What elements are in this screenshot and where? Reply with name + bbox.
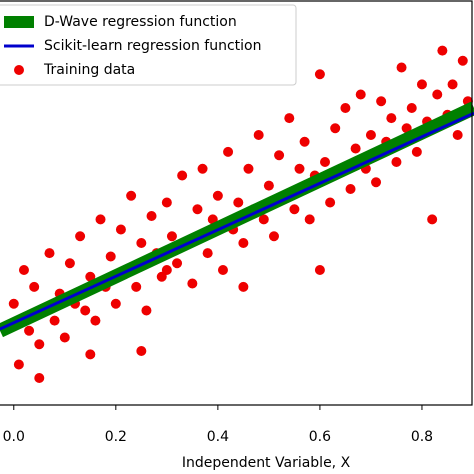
data-point — [355, 89, 366, 100]
data-point — [304, 214, 315, 225]
x-tick-label: 0.2 — [105, 429, 127, 445]
legend-label: Scikit-learn regression function — [44, 38, 262, 54]
data-point — [18, 265, 29, 275]
data-point — [238, 238, 249, 248]
data-point — [253, 130, 264, 140]
data-point — [136, 346, 147, 356]
data-point — [289, 204, 300, 215]
data-point — [110, 298, 121, 309]
data-point — [447, 79, 458, 90]
data-point — [172, 258, 183, 269]
data-point — [340, 103, 351, 113]
data-point — [330, 123, 341, 134]
data-point — [217, 265, 228, 275]
legend-label: Training data — [43, 62, 135, 78]
data-point — [59, 332, 70, 343]
x-tick-label: 0.6 — [309, 429, 331, 445]
data-point — [294, 163, 305, 174]
legend: D-Wave regression function Scikit-learn r… — [0, 4, 297, 86]
data-point — [34, 339, 45, 350]
data-point — [8, 298, 19, 309]
data-point — [29, 281, 40, 292]
data-point — [34, 373, 45, 383]
data-point — [161, 197, 172, 208]
data-point — [24, 325, 35, 336]
data-point — [406, 103, 417, 113]
data-point — [314, 265, 325, 275]
data-point — [350, 143, 361, 154]
data-point — [126, 190, 137, 201]
legend-box — [0, 4, 297, 86]
data-point — [345, 184, 356, 194]
data-point — [44, 248, 55, 259]
data-point — [427, 214, 438, 225]
data-point — [105, 251, 116, 262]
data-point — [146, 211, 157, 221]
data-point — [238, 281, 249, 292]
data-point — [85, 271, 96, 282]
data-point — [233, 197, 244, 208]
data-point — [411, 146, 422, 157]
data-point — [13, 359, 24, 370]
data-point — [161, 265, 172, 275]
data-point — [166, 231, 177, 242]
data-point — [258, 214, 269, 225]
data-point — [386, 113, 397, 124]
data-point — [365, 130, 376, 140]
plot-frame — [0, 0, 473, 406]
data-point — [85, 349, 96, 360]
data-point — [223, 146, 234, 157]
data-point — [320, 157, 331, 167]
data-point — [299, 136, 310, 147]
data-point — [432, 89, 443, 100]
data-point — [243, 163, 254, 174]
data-point — [396, 62, 407, 73]
data-point — [90, 315, 101, 326]
x-tick-label: 0.0 — [3, 429, 25, 445]
data-point — [95, 214, 106, 225]
data-point — [416, 79, 427, 90]
data-point — [187, 278, 198, 289]
data-point — [212, 190, 223, 201]
data-point — [263, 180, 274, 191]
plot-area — [0, 45, 474, 383]
data-point — [325, 197, 336, 208]
data-point — [284, 113, 295, 124]
legend-swatch — [14, 65, 24, 75]
data-point — [274, 150, 285, 161]
data-point — [64, 258, 75, 269]
data-point — [452, 130, 463, 140]
data-point — [80, 305, 91, 316]
data-point — [177, 170, 188, 181]
data-point — [268, 231, 279, 242]
data-point — [75, 231, 86, 242]
data-point — [131, 281, 142, 292]
data-point — [49, 315, 60, 326]
data-point — [202, 248, 213, 259]
data-point — [115, 224, 126, 235]
regression-line — [0, 111, 474, 331]
data-point — [197, 163, 208, 174]
data-point — [437, 45, 448, 56]
legend-label: D-Wave regression function — [44, 14, 237, 30]
data-point — [136, 238, 147, 248]
x-tick-label: 0.4 — [207, 429, 229, 445]
data-point — [314, 69, 325, 80]
data-point — [391, 157, 402, 167]
data-point — [371, 177, 382, 188]
data-point — [457, 55, 468, 66]
data-point — [192, 204, 203, 215]
x-axis-label: Independent Variable, X — [182, 455, 351, 471]
x-tick-label: 0.8 — [411, 429, 433, 445]
data-point — [376, 96, 387, 107]
data-point — [141, 305, 152, 316]
